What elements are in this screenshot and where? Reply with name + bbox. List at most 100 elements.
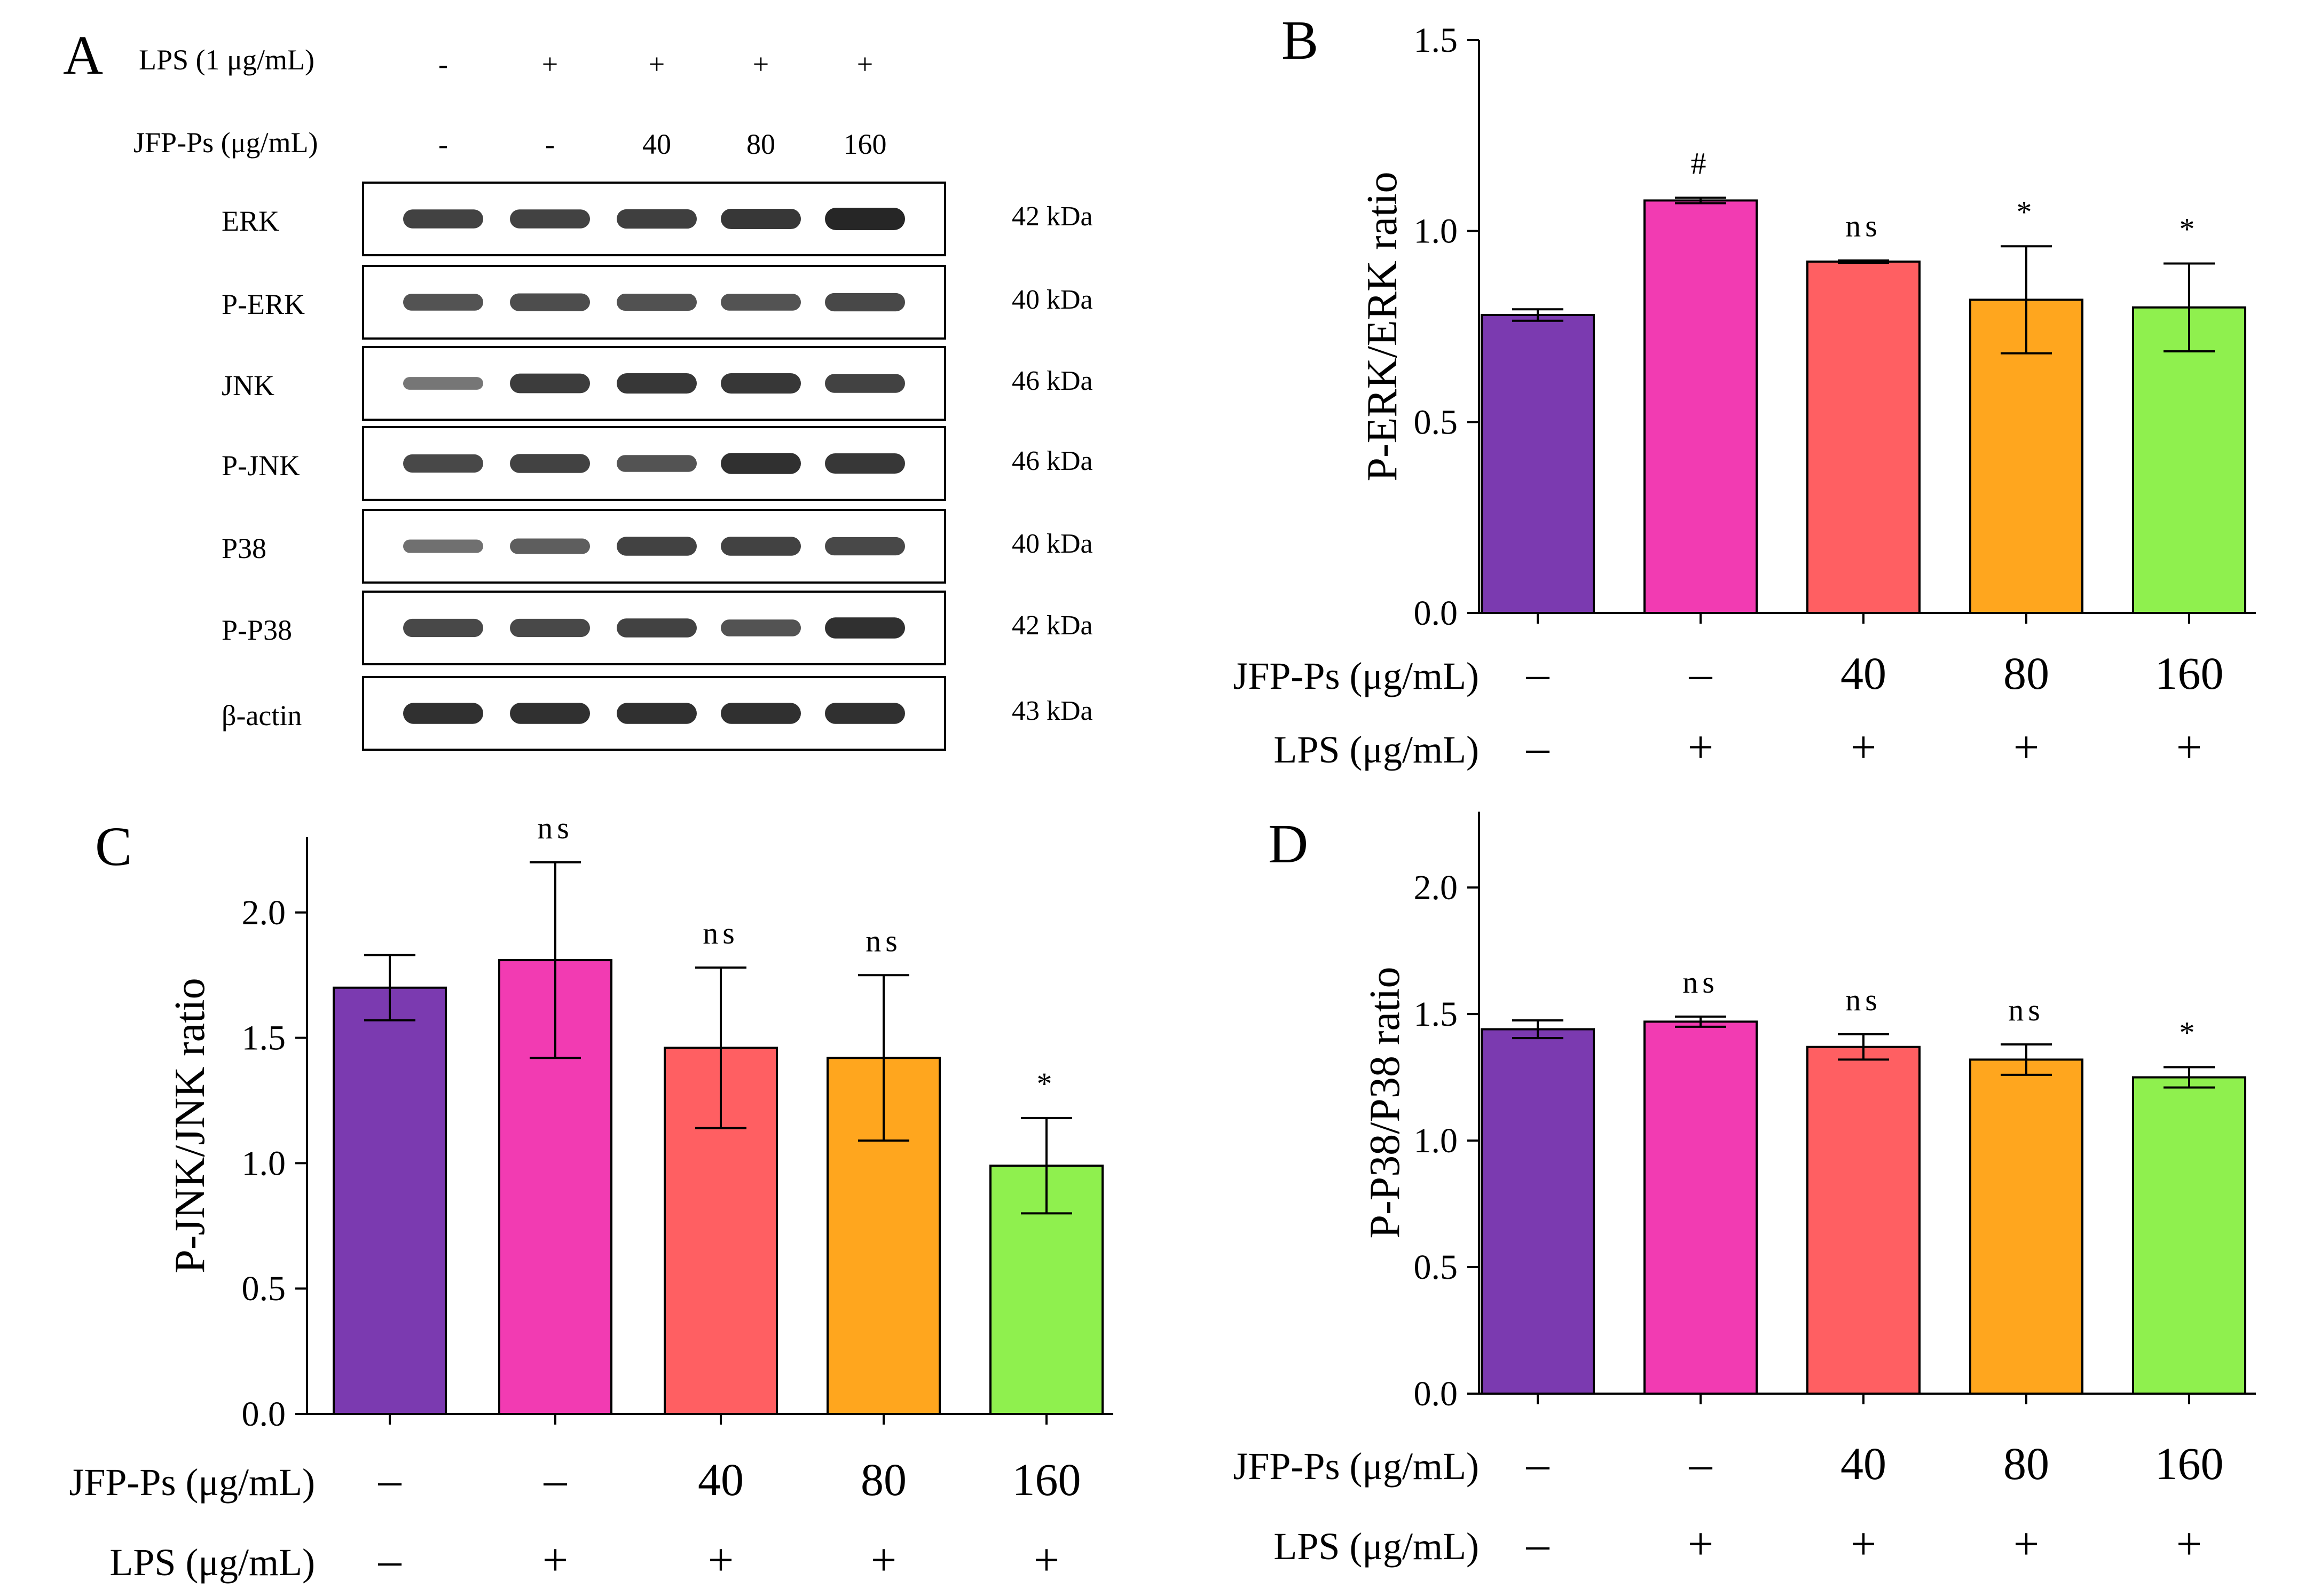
jfp-lane-value: - xyxy=(438,128,448,160)
lps-group-value: + xyxy=(708,1534,734,1585)
significance-label: * xyxy=(2180,211,2199,246)
blot-protein-label: β-actin xyxy=(222,699,302,732)
blot-band xyxy=(510,373,590,394)
blot-band xyxy=(403,454,483,473)
jfp-group-value: – xyxy=(1689,1438,1713,1489)
blot-band xyxy=(825,617,905,639)
jfp-group-value: – xyxy=(378,1454,402,1505)
y-tick-label: 2.0 xyxy=(242,893,286,932)
blot-band xyxy=(510,293,590,311)
jfp-lane-value: 40 xyxy=(642,128,671,160)
jfp-group-value: – xyxy=(1689,648,1713,699)
lps-group-value: – xyxy=(1526,721,1550,773)
lps-row-label: LPS (μg/mL) xyxy=(109,1541,315,1584)
blot-band xyxy=(617,293,697,311)
jfp-group-value: – xyxy=(1526,648,1550,699)
y-tick-label: 0.5 xyxy=(242,1269,286,1308)
significance-label: * xyxy=(1037,1066,1057,1101)
y-tick-label: 1.0 xyxy=(242,1144,286,1183)
blot-band xyxy=(825,293,905,312)
blot-band xyxy=(510,703,590,724)
blot-protein-label: P38 xyxy=(222,532,266,564)
blot-row: JNK 46 kDa xyxy=(222,346,1093,421)
panel-c-chart: C 0.0 0.5 1.0 1.5 2.0 P-JNK/JNK ratio ns ns ns * JF… xyxy=(69,811,1113,1585)
lps-row-label: LPS (μg/mL) xyxy=(1273,1525,1479,1568)
y-tick-label: 1.5 xyxy=(242,1019,286,1058)
blot-row: P-ERK 40 kDa xyxy=(222,265,1093,340)
blot-row: P-P38 42 kDa xyxy=(222,591,1093,665)
blot-band xyxy=(510,618,590,638)
jfp-group-value: 160 xyxy=(1012,1454,1081,1505)
lps-group-value: + xyxy=(1034,1534,1060,1585)
blot-band xyxy=(403,618,483,638)
y-tick-label: 1.0 xyxy=(1414,212,1458,251)
blot-band xyxy=(825,374,905,393)
jfp-row-label: JFP-Ps (μg/mL) xyxy=(1233,655,1479,697)
panel-letter: B xyxy=(1281,10,1318,71)
bar xyxy=(1806,260,1921,615)
lps-group-value: + xyxy=(2013,721,2040,773)
panel-b-chart: B 0.0 0.5 1.0 1.5 P-ERK/ERK ratio # ns * * JFP-Ps … xyxy=(1233,10,2256,773)
blot-band xyxy=(825,703,905,724)
lps-group-value: + xyxy=(1688,1518,1714,1569)
jfp-group-value: 160 xyxy=(2155,1438,2224,1489)
significance-label: ns xyxy=(703,916,739,950)
jfp-header-label: JFP-Ps (μg/mL) xyxy=(133,127,318,159)
blot-kda-label: 42 kDa xyxy=(1012,201,1093,232)
y-tick-label: 1.5 xyxy=(1414,995,1458,1034)
panel-a-western-blot: A LPS (1 μg/mL) JFP-Ps (μg/mL) - + + + + - - 40 80 1… xyxy=(63,25,1093,751)
blot-protein-label: P-P38 xyxy=(222,614,292,646)
blot-band xyxy=(510,209,590,229)
blot-band xyxy=(721,373,801,394)
blot-row: β-actin 43 kDa xyxy=(222,676,1093,751)
bar xyxy=(2132,306,2246,614)
blot-band xyxy=(825,453,905,474)
y-tick-label: 0.0 xyxy=(242,1395,286,1434)
blot-kda-label: 43 kDa xyxy=(1012,696,1093,726)
blot-row: P38 40 kDa xyxy=(222,509,1093,584)
lps-group-value: + xyxy=(1688,721,1714,773)
blot-band xyxy=(721,619,801,636)
panel-d-chart: D 0.0 0.5 1.0 1.5 2.0 P-P38/P38 ratio ns ns ns * JF… xyxy=(1233,812,2256,1569)
jfp-group-value: 40 xyxy=(1840,648,1886,699)
blot-band xyxy=(510,538,590,554)
blot-band xyxy=(403,703,483,724)
lps-row-label: LPS (μg/mL) xyxy=(1273,728,1479,771)
significance-label: ns xyxy=(866,923,902,958)
lps-lane-value: + xyxy=(857,48,873,80)
blot-band xyxy=(721,453,801,474)
blot-band xyxy=(617,209,697,229)
panel-a-letter: A xyxy=(63,25,103,86)
blot-protein-label: ERK xyxy=(222,205,279,237)
jfp-row-label: JFP-Ps (μg/mL) xyxy=(1233,1445,1479,1488)
y-axis-title: P-ERK/ERK ratio xyxy=(1359,172,1406,482)
y-tick-label: 0.0 xyxy=(1414,1374,1458,1413)
significance-label: # xyxy=(1691,146,1711,180)
lps-group-value: + xyxy=(2176,1518,2202,1569)
blot-protein-label: P-JNK xyxy=(222,450,300,482)
blot-band xyxy=(825,208,905,230)
blot-band xyxy=(403,539,483,553)
bar xyxy=(333,986,447,1415)
blot-band xyxy=(721,294,801,311)
jfp-group-value: 80 xyxy=(2003,1438,2049,1489)
significance-label: ns xyxy=(1845,982,1882,1017)
bar xyxy=(1643,1020,1758,1395)
y-axis-title: P-JNK/JNK ratio xyxy=(167,978,214,1273)
bar xyxy=(1969,1058,2083,1395)
lps-group-value: – xyxy=(1526,1518,1550,1569)
blot-band xyxy=(403,294,483,311)
significance-label: ns xyxy=(537,811,573,845)
bar xyxy=(1481,314,1595,614)
y-tick-label: 0.5 xyxy=(1414,1248,1458,1287)
lps-group-value: + xyxy=(871,1534,897,1585)
lps-lane-value: + xyxy=(753,48,769,80)
lps-group-value: – xyxy=(378,1534,402,1585)
jfp-group-value: 80 xyxy=(2003,648,2049,699)
y-tick-label: 0.0 xyxy=(1414,594,1458,633)
jfp-group-value: 160 xyxy=(2155,648,2224,699)
blot-band xyxy=(721,208,801,230)
bar xyxy=(1481,1028,1595,1395)
blot-band xyxy=(617,618,697,638)
panel-letter: C xyxy=(95,816,132,877)
